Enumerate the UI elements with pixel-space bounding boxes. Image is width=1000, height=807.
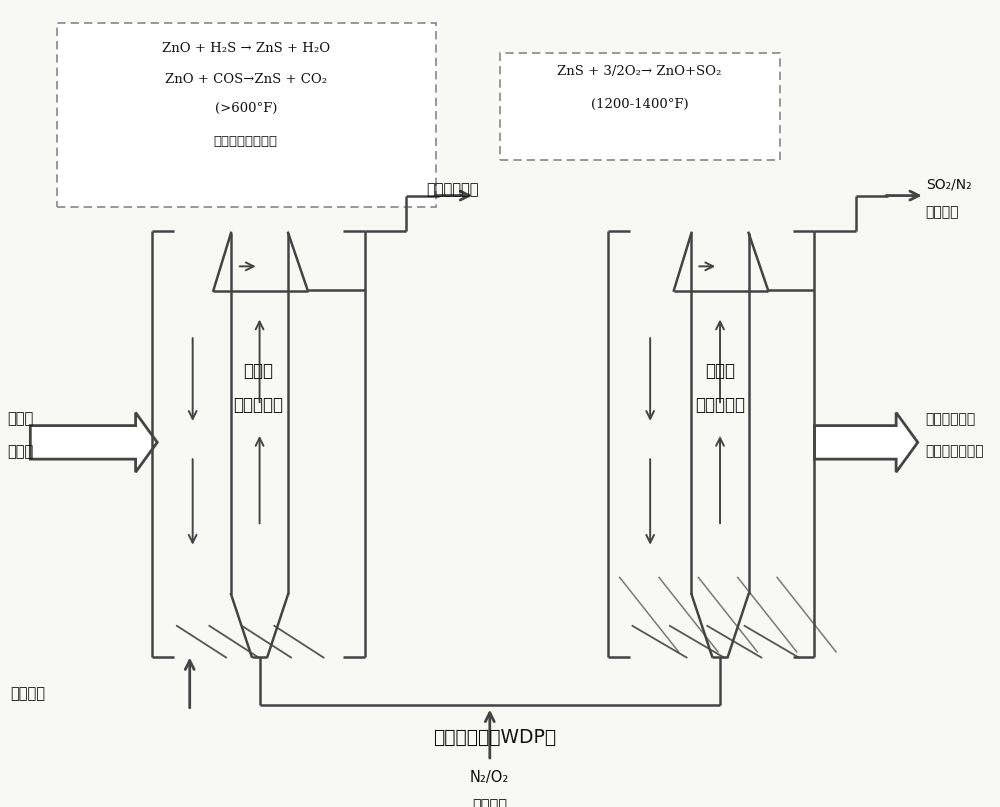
Polygon shape [814, 412, 918, 472]
Text: 再生的吸附剤: 再生的吸附剤 [926, 412, 976, 426]
Text: SO₂/N₂: SO₂/N₂ [926, 178, 971, 191]
Bar [500, 53, 780, 160]
Text: 再生的: 再生的 [8, 412, 34, 427]
Text: （反应器）: （反应器） [234, 396, 284, 414]
Text: 至吸附器混合区: 至吸附器混合区 [926, 445, 984, 458]
Text: （反应器）: （反应器） [695, 396, 745, 414]
Bar [57, 23, 436, 207]
Text: 原合成气: 原合成气 [11, 686, 46, 701]
Text: 吸附剤: 吸附剤 [8, 444, 34, 459]
Text: 至硫回取: 至硫回取 [926, 205, 959, 220]
Text: 再生器: 再生器 [705, 362, 735, 379]
Text: ZnS + 3/2O₂→ ZnO+SO₂: ZnS + 3/2O₂→ ZnO+SO₂ [557, 65, 722, 78]
Text: (1200-1400°F): (1200-1400°F) [591, 98, 688, 111]
Text: ZnO + COS→ZnS + CO₂: ZnO + COS→ZnS + CO₂ [165, 73, 327, 86]
Text: 吸附器: 吸附器 [244, 362, 274, 379]
Text: ZnO + H₂S → ZnS + H₂O: ZnO + H₂S → ZnS + H₂O [162, 42, 330, 55]
Polygon shape [30, 412, 157, 472]
Text: （不依赖于压力）: （不依赖于压力） [214, 135, 278, 148]
Text: (>600°F): (>600°F) [215, 102, 277, 115]
Text: 清洁的合成气: 清洁的合成气 [426, 182, 478, 198]
Text: N₂/O₂: N₂/O₂ [470, 770, 509, 785]
Text: 温脱硫工艺（WDP）: 温脱硫工艺（WDP） [433, 728, 556, 747]
Text: （空气）: （空气） [472, 798, 507, 807]
